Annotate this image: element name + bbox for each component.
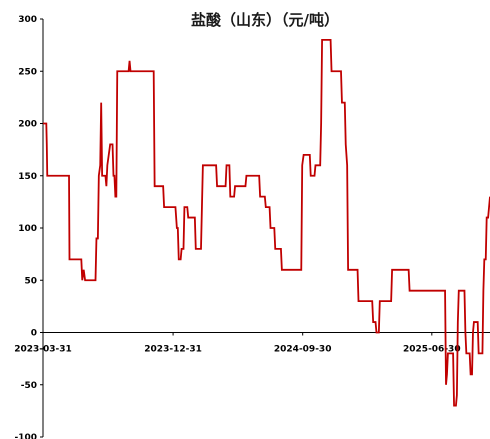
x-axis-ticks: 2023-03-31 2023-12-31 2024-09-30 2025-06-30 bbox=[14, 332, 461, 355]
axes bbox=[42, 19, 490, 437]
y-tick-label: 150 bbox=[18, 172, 37, 182]
y-tick-label: 100 bbox=[18, 224, 37, 234]
series-layer bbox=[43, 39, 490, 407]
y-tick-label: -100 bbox=[14, 433, 37, 439]
y-tick-label: 250 bbox=[18, 67, 37, 77]
y-tick-label: 200 bbox=[18, 120, 37, 130]
y-axis-ticks: 300 250 200 150 100 50 0 -50 -100 bbox=[14, 15, 43, 439]
chart-title: 盐酸（山东）（元/吨） bbox=[191, 11, 339, 29]
x-tick-label: 2025-06-30 bbox=[403, 345, 461, 355]
y-tick-label: -50 bbox=[21, 381, 37, 391]
series-line bbox=[43, 39, 490, 407]
x-tick-label: 2023-03-31 bbox=[14, 345, 72, 355]
y-tick-label: 0 bbox=[31, 329, 37, 339]
x-tick-label: 2024-09-30 bbox=[274, 345, 332, 355]
y-tick-label: 50 bbox=[24, 276, 37, 286]
x-tick-label: 2023-12-31 bbox=[144, 345, 202, 355]
y-tick-label: 300 bbox=[18, 15, 37, 25]
